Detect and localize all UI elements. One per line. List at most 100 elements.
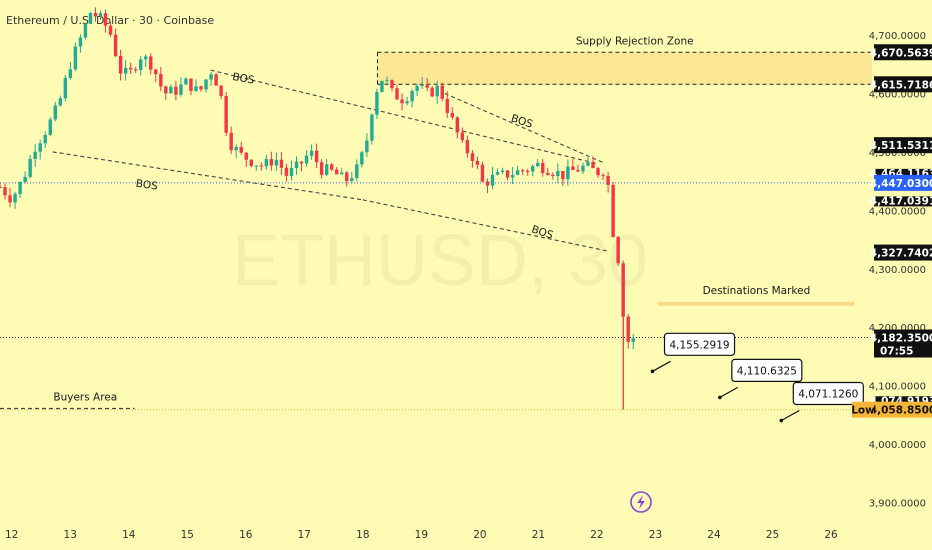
low-tag-bg [852,401,874,418]
candle-body [38,143,42,152]
candle-body [118,55,123,74]
y-tick-label: 4,000.0000 [869,440,926,451]
x-tick-label: 14 [122,529,136,541]
candle-body [304,155,309,164]
candle-body [78,37,83,47]
price-label[interactable]: 4,511.5311 [870,137,932,154]
candle-body [249,159,253,166]
candle-body [284,167,289,176]
price-label-bg [874,196,932,207]
candle-body [365,140,369,153]
candle-body [345,172,349,182]
destination-callout[interactable]: 4,155.2919 [650,332,736,374]
x-tick-label: 17 [298,529,311,541]
time-axis[interactable]: 12 13 14 15 16 17 18 19 20 21 22 23 24 25 26 [5,529,838,541]
candle-body [123,67,128,74]
candle-body [445,98,449,113]
candle-body [299,161,304,164]
destination-value: 4,155.2919 [669,339,729,351]
x-tick-label: 16 [239,529,253,541]
candle-body [405,101,409,104]
destination-value: 4,110.6325 [737,365,797,377]
candle-body [33,151,37,159]
candle-body [294,161,299,169]
candle-body [254,165,259,167]
y-tick-label: 4,100.0000 [869,382,926,393]
callout-pointer [652,360,671,372]
candle-body [510,174,515,178]
candle-body [495,172,500,175]
price-label-text: 4,670.5639 [870,47,932,59]
candle-body [0,186,2,188]
candle-body [23,176,27,182]
candle-body [380,80,384,92]
candle-body [520,170,525,172]
candle-body [83,23,88,38]
candle-body [455,117,460,133]
candle-body [113,34,118,56]
candle-body [224,96,228,133]
candle-body [309,150,314,156]
bos-trend-line [444,92,604,163]
candle-body [73,46,78,70]
candle-body [536,162,540,167]
candle-body [626,316,630,342]
y-tick-label: 4,400.0000 [869,206,926,217]
candle-body [525,170,530,172]
destination-callout[interactable]: 4,071.1260 [779,381,864,423]
x-tick-label: 23 [649,529,662,541]
chart-layer-annotations: Supply Rejection Zone Buyers Area Destinat… [0,35,872,411]
candle-body [335,169,339,175]
candle-body [169,86,173,94]
candle-body [128,67,133,70]
candle-body [561,171,565,180]
lightning-icon[interactable] [630,491,652,513]
callout-pointer [719,386,739,398]
candle-body [48,119,52,135]
candle-body [184,78,188,85]
chart-layer-candles [0,7,635,410]
candle-body [425,84,429,88]
candle-body [571,166,575,170]
price-label[interactable]: 4,447.0300 [870,174,932,191]
candle-body [576,169,580,172]
candle-body [360,152,364,165]
price-axis[interactable]: 4,700.0000 4,600.0000 4,500.0000 4,400.0000… [851,31,932,509]
price-label-bg [874,76,932,93]
price-label[interactable]: 4,670.5639 [870,44,932,61]
candle-body [475,160,480,165]
price-label[interactable]: 4,615.7186 [870,76,932,93]
x-tick-label: 24 [707,529,721,541]
candle-body [179,84,183,95]
y-tick-label: 4,300.0000 [869,265,926,276]
destination-callout[interactable]: 4,110.6325 [718,358,803,400]
candle-body [340,172,344,175]
watermark: ETHUSD, 30 [232,221,648,301]
candle-body [355,164,359,179]
low-tag-text: Low [851,405,875,417]
candle-body [515,170,520,175]
candle-body [279,159,284,168]
callout-box [731,358,803,383]
price-label-bg [874,174,932,191]
candle-body [556,171,560,177]
candle-body [430,87,434,97]
price-label[interactable]: 4,327.7402 [870,244,932,261]
price-label-text: 4,511.5311 [870,140,932,152]
x-tick-label: 12 [5,529,18,541]
candle-body [133,69,138,71]
candle-body [98,13,103,17]
candle-body [500,170,505,173]
chart-layer-overlays: 4,155.2919 4,110.6325 4,071.1260 [650,332,864,423]
candle-body [68,69,73,78]
candle-body [541,162,545,173]
candle-body [289,168,294,176]
price-label[interactable]: 4,417.0391 [870,195,932,207]
candle-body [490,174,495,186]
price-label-text: 4,058.8500 [870,405,932,417]
bos-label: BOS [135,178,159,193]
candle-body [269,159,274,166]
